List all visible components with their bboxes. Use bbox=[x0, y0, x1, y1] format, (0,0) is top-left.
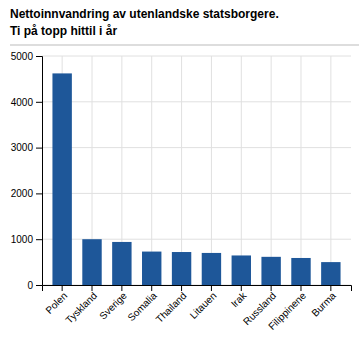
x-tick-label: Irak bbox=[229, 289, 249, 309]
y-tick-label: 0 bbox=[27, 280, 33, 291]
y-tick: 1000 bbox=[11, 234, 42, 245]
y-tick-mark bbox=[36, 56, 42, 57]
x-tick-mark bbox=[181, 285, 182, 291]
bar bbox=[172, 252, 191, 285]
y-tick-mark bbox=[36, 148, 42, 149]
x-tick-mark bbox=[92, 285, 93, 291]
y-tick-label: 3000 bbox=[11, 142, 34, 153]
y-tick: 5000 bbox=[11, 51, 42, 62]
x-tick: Filippinene bbox=[266, 285, 308, 332]
bar bbox=[261, 257, 280, 285]
x-tick-label: Polen bbox=[43, 290, 69, 316]
x-grid-line bbox=[241, 56, 242, 285]
x-tick-label: Filippinene bbox=[266, 290, 308, 332]
y-axis-line bbox=[36, 57, 43, 286]
chart: Nettoinnvandring av utenlandske statsbor… bbox=[0, 0, 363, 351]
x-grid-line bbox=[300, 56, 301, 285]
y-axis: 0 1000 2000 3000 4000 5000 bbox=[11, 51, 43, 291]
y-grid-line bbox=[42, 101, 351, 102]
title: Nettoinnvandring av utenlandske statsbor… bbox=[10, 7, 279, 21]
x-tick-label: Burma bbox=[309, 290, 338, 319]
y-tick: 0 bbox=[27, 280, 42, 291]
x-tick-label: Thailand bbox=[154, 290, 189, 325]
y-tick: 2000 bbox=[11, 188, 42, 199]
x-tick-mark bbox=[271, 285, 272, 291]
x-tick-mark bbox=[330, 285, 331, 291]
plot: PolenTysklandSverigeSomaliaThailandLitau… bbox=[11, 51, 352, 332]
x-grid-line bbox=[151, 56, 152, 285]
x-grid-line bbox=[330, 56, 331, 285]
x-tick-mark bbox=[121, 285, 122, 291]
x-tick-mark bbox=[62, 285, 63, 291]
x-grid-line bbox=[271, 56, 272, 285]
bars bbox=[52, 73, 340, 285]
subtitle: Ti på topp hittil i år bbox=[10, 24, 117, 38]
grid bbox=[42, 56, 351, 285]
y-tick: 3000 bbox=[11, 142, 42, 153]
x-tick: Irak bbox=[229, 285, 249, 310]
x-tick: Litauen bbox=[188, 285, 219, 321]
y-grid-line bbox=[42, 147, 351, 148]
y-grid-line bbox=[42, 193, 351, 194]
x-tick: Sverige bbox=[97, 285, 129, 322]
bar bbox=[291, 258, 310, 285]
y-tick-label: 1000 bbox=[11, 234, 34, 245]
y-tick-label: 2000 bbox=[11, 188, 34, 199]
x-grid-line bbox=[211, 56, 212, 285]
x-tick-mark bbox=[300, 285, 301, 291]
x-tick: Burma bbox=[309, 285, 338, 319]
bar bbox=[202, 253, 221, 285]
x-tick-label: Litauen bbox=[188, 290, 219, 321]
x-axis-line bbox=[43, 286, 352, 292]
separator bbox=[10, 45, 359, 46]
y-tick-label: 4000 bbox=[11, 97, 34, 108]
bar bbox=[232, 255, 251, 285]
bar bbox=[112, 242, 131, 285]
x-tick: Polen bbox=[43, 285, 69, 316]
x-tick-label: Tyskland bbox=[63, 290, 99, 326]
y-tick-mark bbox=[36, 239, 42, 240]
y-grid-line bbox=[42, 56, 351, 57]
bar bbox=[321, 262, 340, 285]
x-axis: PolenTysklandSverigeSomaliaThailandLitau… bbox=[43, 285, 352, 332]
x-tick: Thailand bbox=[154, 285, 189, 325]
bar bbox=[52, 73, 71, 285]
x-grid-line bbox=[181, 56, 182, 285]
y-tick-label: 5000 bbox=[11, 51, 34, 62]
y-tick: 4000 bbox=[11, 97, 42, 108]
y-tick-mark bbox=[36, 285, 42, 286]
x-tick-mark bbox=[151, 285, 152, 291]
y-tick-mark bbox=[36, 102, 42, 103]
x-tick-mark bbox=[241, 285, 242, 291]
x-tick-label: Sverige bbox=[97, 290, 129, 322]
bar bbox=[142, 252, 161, 285]
y-tick-mark bbox=[36, 193, 42, 194]
x-tick-mark bbox=[211, 285, 212, 291]
x-tick: Tyskland bbox=[63, 285, 99, 326]
bar bbox=[82, 239, 101, 285]
